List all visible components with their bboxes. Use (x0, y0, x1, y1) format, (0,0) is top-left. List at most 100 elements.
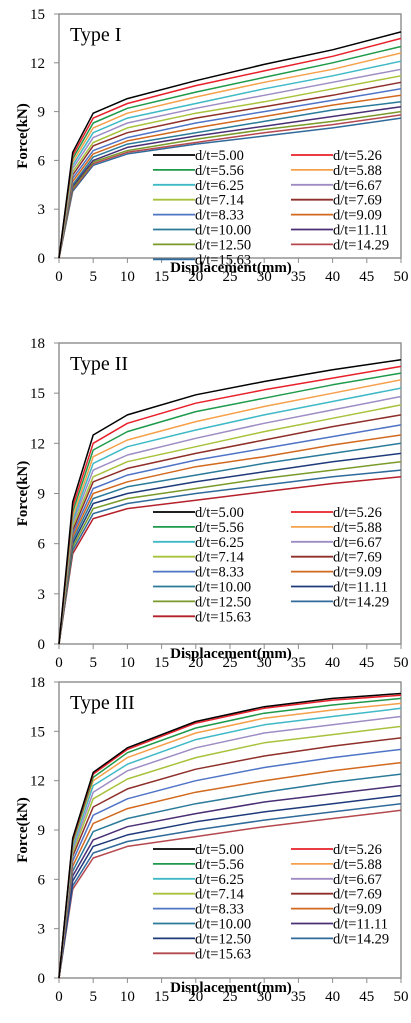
legend-item: d/t=10.00 (153, 917, 251, 933)
legend-label: d/t=10.00 (195, 917, 251, 933)
series-line-d-t-9-09 (58, 434, 402, 645)
series-line-d-t-7-14 (58, 75, 402, 259)
y-tick-label: 6 (38, 153, 46, 169)
legend-item: d/t=8.33 (153, 208, 244, 224)
legend-item: d/t=14.29 (291, 931, 389, 947)
legend-item: d/t=7.69 (291, 550, 382, 566)
legend-label: d/t=5.88 (333, 857, 382, 873)
y-axis-label: Force(kN) (15, 797, 31, 863)
series-line-d-t-15-63 (58, 117, 402, 259)
x-tick-label: 40 (325, 655, 340, 671)
x-tick-label: 10 (120, 989, 135, 1005)
legend-item: d/t=5.00 (153, 148, 244, 164)
legend-label: d/t=5.26 (333, 505, 382, 521)
x-tick-label: 15 (154, 989, 169, 1005)
y-axis-label: Force(kN) (15, 103, 31, 169)
series-line-d-t-6-67 (58, 395, 402, 645)
y-tick-label: 15 (30, 7, 45, 23)
x-tick-label: 30 (257, 989, 272, 1005)
x-tick-label: 35 (291, 655, 306, 671)
legend-item: d/t=8.33 (153, 565, 244, 581)
legend: d/t=5.00 d/t=5.26 d/t=5.56 d/t=5.88 d/t=6.25… (153, 842, 389, 962)
series-line-d-t-14-29 (58, 469, 402, 645)
legend-item: d/t=7.69 (291, 193, 382, 209)
x-tick-label: 30 (257, 269, 272, 285)
legend-item: d/t=5.88 (291, 163, 382, 179)
y-tick-label: 12 (30, 774, 45, 790)
legend-item: d/t=6.25 (153, 178, 244, 194)
x-tick-label: 15 (154, 655, 169, 671)
series-line-d-t-5-26 (58, 37, 402, 259)
legend-label: d/t=6.67 (333, 872, 382, 888)
series-line-d-t-6-67 (58, 68, 402, 259)
series-line-d-t-6-67 (58, 715, 402, 979)
x-tick-label: 25 (223, 989, 238, 1005)
legend-item: d/t=5.88 (291, 520, 382, 536)
legend-item: d/t=5.56 (153, 520, 244, 536)
series-line-d-t-15-63 (58, 809, 402, 979)
legend-item: d/t=12.50 (153, 931, 251, 947)
legend-item: d/t=7.14 (153, 193, 245, 209)
legend-label: d/t=8.33 (195, 565, 244, 581)
legend-label: d/t=14.29 (333, 237, 389, 253)
legend-label: d/t=10.00 (195, 223, 251, 239)
series-line-d-t-6-25 (58, 707, 402, 979)
legend-label: d/t=7.14 (195, 887, 245, 903)
series-line-d-t-10-00 (58, 442, 402, 645)
legend-item: d/t=6.67 (291, 178, 382, 194)
legend-item: d/t=5.88 (291, 857, 382, 873)
legend-item: d/t=12.50 (153, 237, 251, 253)
legend-label: d/t=9.09 (333, 565, 382, 581)
legend-label: d/t=7.69 (333, 887, 382, 903)
y-tick-label: 9 (38, 823, 46, 839)
series-line-d-t-5-88 (58, 379, 402, 645)
y-tick-label: 0 (38, 251, 46, 267)
x-tick-label: 35 (291, 269, 306, 285)
x-tick-label: 5 (89, 989, 97, 1005)
panel-title: Type III (70, 692, 135, 714)
series-line-d-t-11-11 (58, 105, 402, 259)
legend-label: d/t=6.25 (195, 872, 244, 888)
y-tick-label: 0 (38, 971, 46, 987)
legend-item: d/t=9.09 (291, 208, 382, 224)
legend-label: d/t=5.00 (195, 505, 244, 521)
series-line-d-t-6-25 (58, 60, 402, 259)
y-tick-label: 12 (30, 56, 45, 72)
x-tick-label: 50 (394, 989, 409, 1005)
legend-label: d/t=7.14 (195, 550, 245, 566)
legend-item: d/t=11.11 (291, 580, 388, 596)
series-lines (58, 692, 402, 979)
legend-item: d/t=5.56 (153, 857, 244, 873)
legend-label: d/t=5.56 (195, 857, 244, 873)
x-tick-label: 10 (120, 655, 135, 671)
y-tick-label: 0 (38, 637, 46, 653)
y-tick-label: 3 (38, 587, 46, 603)
legend-label: d/t=5.88 (333, 163, 382, 179)
legend-item: d/t=5.00 (153, 842, 244, 858)
series-line-d-t-14-29 (58, 114, 402, 259)
series-line-d-t-15-63 (58, 476, 402, 645)
x-axis-label: Displacement(mm) (170, 260, 292, 276)
legend-label: d/t=15.63 (195, 609, 251, 625)
series-line-d-t-8-33 (58, 88, 402, 259)
x-tick-label: 0 (55, 269, 63, 285)
x-tick-label: 20 (188, 269, 203, 285)
series-line-d-t-8-33 (58, 424, 402, 645)
series-line-d-t-9-09 (58, 94, 402, 259)
legend-label: d/t=9.09 (333, 902, 382, 918)
panel-title: Type II (70, 353, 128, 375)
legend-item: d/t=5.56 (153, 163, 244, 179)
series-line-d-t-10-00 (58, 773, 402, 979)
legend-item: d/t=15.63 (153, 609, 251, 625)
y-tick-label: 18 (30, 336, 45, 352)
legend-label: d/t=12.50 (195, 237, 251, 253)
x-tick-label: 50 (394, 655, 409, 671)
series-line-d-t-12-50 (58, 460, 402, 645)
x-axis-label: Displacement(mm) (170, 980, 292, 996)
chart-panel-1: 0 3 6 9 12 15 0 5 10 15 20 25 30 35 40 45 50 Displacement… (15, 7, 409, 285)
x-tick-label: 45 (359, 655, 374, 671)
legend-item: d/t=6.25 (153, 872, 244, 888)
legend-label: d/t=14.29 (333, 594, 389, 610)
x-tick-label: 5 (89, 269, 97, 285)
y-tick-label: 18 (30, 675, 45, 691)
